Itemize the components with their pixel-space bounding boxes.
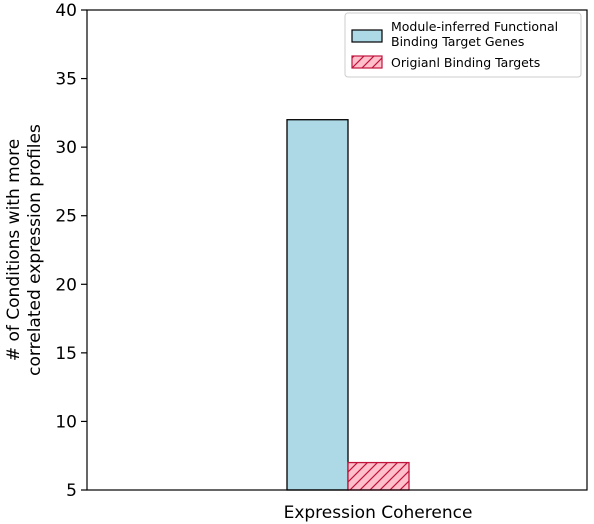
legend-label-original-binding: Origianl Binding Targets [391,55,540,70]
legend: Module-inferred Functional Binding Targe… [344,12,582,78]
plot-area-frame [86,9,588,491]
y-tick-label-35: 35 [55,70,77,90]
y-tick-label-15: 15 [55,344,77,364]
y-tick-label-5: 5 [66,481,77,501]
y-tick-label-20: 20 [55,275,77,295]
y-tick-label-25: 25 [55,207,77,227]
y-axis-ticks: 5 10 15 20 25 30 35 40 [55,1,87,501]
legend-swatch-module-inferred [351,29,383,43]
y-axis-label-line-2: correlated expression profiles [25,124,45,376]
y-axis-label-line-1: # of Conditions with more [4,139,24,361]
y-tick-label-10: 10 [55,412,77,432]
y-axis-label: # of Conditions with more correlated exp… [4,124,45,376]
legend-label-module-inferred-line-2: Binding Target Genes [391,34,524,49]
bar-series-1 [347,461,410,491]
y-tick-label-40: 40 [55,1,77,21]
bars-group [286,119,410,491]
legend-swatch-original-binding [351,55,383,69]
legend-frame [344,12,582,78]
bar-series-0 [286,119,349,491]
legend-label-module-inferred-line-1: Module-inferred Functional [391,19,558,34]
y-tick-label-30: 30 [55,138,77,158]
x-tick-label: Expression Coherence [284,503,473,523]
